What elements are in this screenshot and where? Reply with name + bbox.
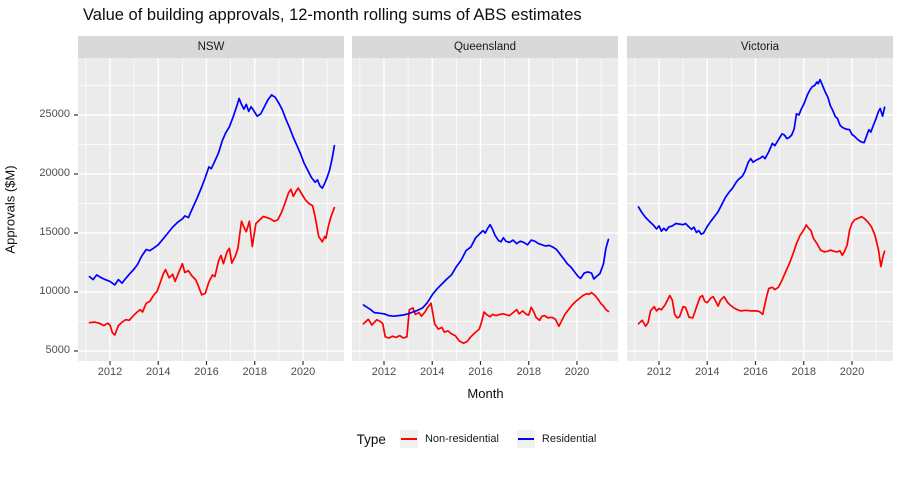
x-tick-label: 2016 [743, 366, 768, 378]
x-tick-label: 2014 [694, 366, 720, 378]
y-tick-label: 15000 [39, 226, 70, 239]
legend-key-icon [399, 430, 418, 448]
legend-title: Type [356, 431, 386, 447]
x-tick-label: 2012 [646, 366, 672, 378]
x-tick-label: 2014 [419, 366, 445, 378]
x-tick-label: 2012 [97, 366, 123, 378]
y-tick-label: 5000 [45, 344, 70, 357]
legend: Type Non-residential Residential [78, 430, 893, 448]
x-tick-label: 2018 [791, 366, 816, 378]
facet-panel-victoria [627, 58, 893, 365]
chart-title: Value of building approvals, 12-month ro… [83, 6, 582, 24]
x-tick-label: 2020 [564, 366, 590, 378]
facet-panel-nsw [74, 58, 344, 365]
series-line-residential [362, 223, 610, 318]
x-tick-label: 2016 [194, 366, 219, 378]
facet-panel-queensland [352, 58, 618, 365]
x-tick-label: 2020 [290, 366, 316, 378]
y-tick-label: 20000 [39, 167, 70, 180]
series-line-residential [637, 78, 886, 236]
x-tick-label: 2018 [516, 366, 541, 378]
legend-label: Non-residential [424, 433, 499, 445]
legend-label: Residential [541, 433, 597, 445]
x-axis-title: Month [467, 386, 504, 401]
x-tick-label: 2020 [839, 366, 865, 378]
facet-strip-queensland: Queensland [352, 36, 618, 58]
series-line-residential [88, 94, 336, 286]
facet-strip-nsw: NSW [78, 36, 344, 58]
x-tick-label: 2014 [145, 366, 171, 378]
x-tick-label: 2016 [468, 366, 493, 378]
y-tick-label: 10000 [39, 285, 70, 298]
y-tick-label: 25000 [39, 108, 70, 121]
legend-item-non-residential: Non-residential [399, 430, 499, 448]
legend-key-icon [516, 430, 535, 448]
x-tick-label: 2012 [371, 366, 397, 378]
legend-items: Non-residential Residential [399, 430, 614, 448]
legend-item-residential: Residential [516, 430, 597, 448]
facet-strip-victoria: Victoria [627, 36, 893, 58]
series-line-non-residential [362, 291, 610, 345]
y-axis-title: Approvals ($M) [2, 165, 18, 254]
series-line-non-residential [88, 187, 336, 336]
series-line-non-residential [637, 215, 886, 328]
x-tick-label: 2018 [242, 366, 267, 378]
